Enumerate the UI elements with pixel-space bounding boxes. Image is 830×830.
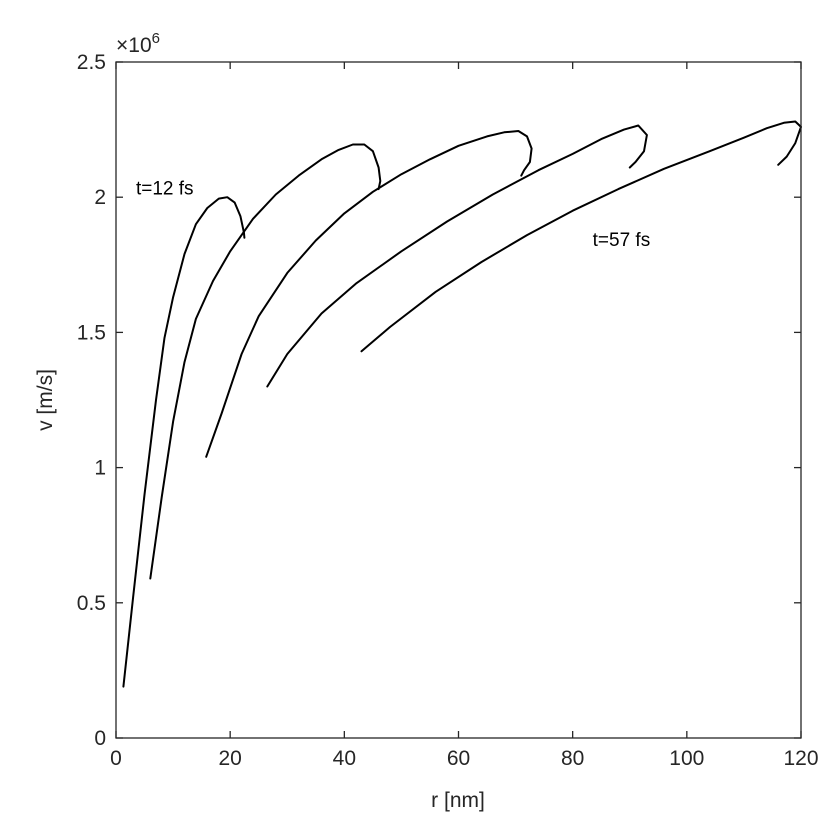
x-axis-label: r [nm]	[431, 789, 485, 812]
series-line-2	[149, 143, 382, 580]
y-exponent-power: 6	[152, 30, 160, 47]
y-tick-label: 1.5	[77, 321, 106, 344]
annotation-label-2: t=57 fs	[593, 230, 651, 251]
x-tick-label: 80	[561, 747, 584, 770]
x-ticks: 0 20 40 60 80 100 120	[110, 62, 819, 770]
y-tick-label: 1	[94, 457, 106, 480]
series-line-1	[122, 196, 246, 688]
series-line-3	[205, 130, 533, 458]
y-tick-label: 0	[94, 727, 106, 750]
y-axis-label: v [m/s]	[34, 369, 57, 431]
y-tick-label: 2.5	[77, 51, 106, 74]
y-exponent-label: ×106	[116, 30, 160, 57]
x-tick-label: 0	[110, 747, 122, 770]
series-line-4	[266, 124, 648, 388]
y-exponent-base: ×10	[116, 34, 152, 57]
x-tick-label: 20	[218, 747, 241, 770]
x-tick-label: 40	[333, 747, 356, 770]
x-tick-label: 120	[783, 747, 818, 770]
series-line-5	[360, 120, 802, 353]
x-tick-label: 60	[447, 747, 470, 770]
plot-lines	[122, 120, 802, 688]
y-ticks: 0 0.5 1 1.5 2 2.5	[77, 51, 801, 750]
annotation-label-1: t=12 fs	[136, 178, 194, 199]
y-tick-label: 2	[94, 186, 106, 209]
x-tick-label: 100	[669, 747, 704, 770]
annotations: t=12 fs t=57 fs	[136, 178, 650, 250]
y-tick-label: 0.5	[77, 592, 106, 615]
